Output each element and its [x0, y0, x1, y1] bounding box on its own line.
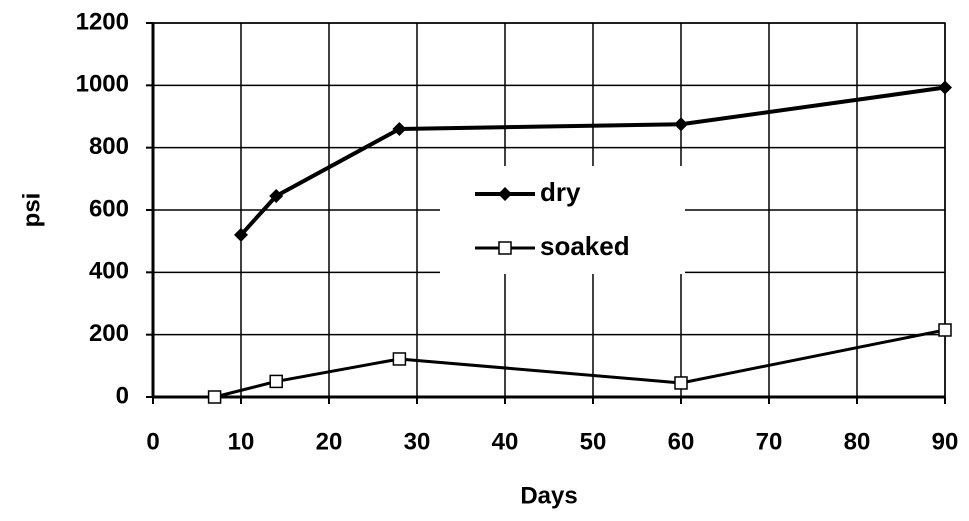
x-tick-label: 10	[228, 428, 255, 455]
y-tick-label: 200	[89, 320, 129, 347]
legend-box	[440, 166, 685, 274]
marker	[674, 117, 688, 132]
marker	[498, 241, 512, 255]
marker	[498, 187, 512, 201]
x-axis-title: Days	[520, 482, 577, 509]
y-tick-label: 0	[116, 382, 129, 409]
x-tick-label: 90	[932, 428, 959, 455]
y-tick-label: 1000	[76, 71, 129, 98]
y-tick-label: 1200	[76, 8, 129, 35]
x-tick-label: 60	[668, 428, 695, 455]
x-tick-label: 20	[316, 428, 343, 455]
y-tick-label: 600	[89, 195, 129, 222]
y-tick-label: 800	[89, 133, 129, 160]
y-axis-title: psi	[18, 193, 45, 228]
marker	[938, 80, 952, 95]
y-tick-label: 400	[89, 258, 129, 285]
marker	[392, 352, 407, 366]
marker	[938, 323, 952, 337]
legend-label: dry	[540, 177, 581, 207]
marker	[392, 121, 407, 136]
x-tick-label: 80	[844, 428, 871, 455]
marker	[234, 227, 248, 242]
marker	[269, 188, 284, 203]
series-line	[214, 328, 946, 399]
x-tick-label: 40	[492, 428, 519, 455]
x-tick-label: 30	[404, 428, 431, 455]
marker	[674, 376, 688, 390]
marker	[269, 374, 283, 389]
x-tick-label: 0	[146, 428, 159, 455]
x-tick-label: 70	[756, 428, 783, 455]
marker	[207, 390, 222, 404]
x-tick-label: 50	[580, 428, 607, 455]
legend-label: soaked	[540, 231, 630, 261]
